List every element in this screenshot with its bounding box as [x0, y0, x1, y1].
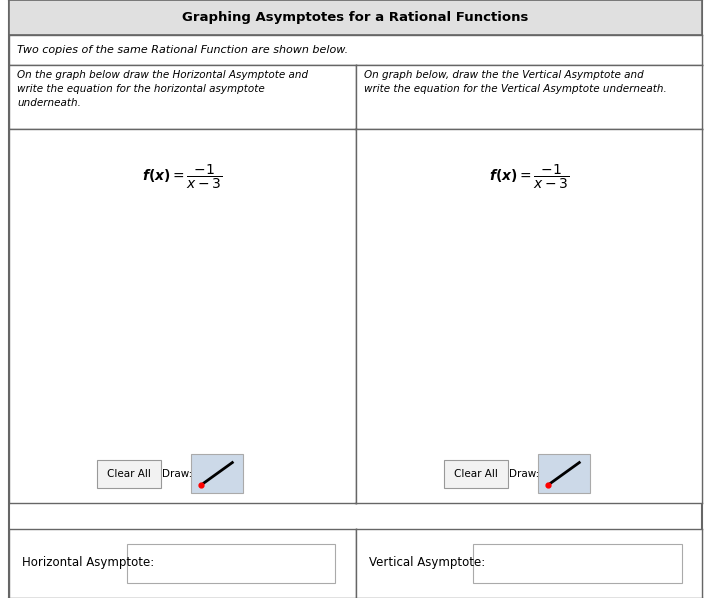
Text: Graphing Asymptotes for a Rational Functions: Graphing Asymptotes for a Rational Funct… — [182, 11, 529, 24]
FancyBboxPatch shape — [127, 544, 335, 583]
Text: Draw:: Draw: — [161, 469, 192, 479]
FancyBboxPatch shape — [191, 454, 242, 493]
FancyBboxPatch shape — [444, 460, 508, 488]
Text: Clear All: Clear All — [454, 469, 498, 479]
Text: Horizontal Asymptote:: Horizontal Asymptote: — [23, 556, 155, 569]
FancyBboxPatch shape — [474, 544, 682, 583]
Text: On the graph below draw the Horizontal Asymptote and
write the equation for the : On the graph below draw the Horizontal A… — [17, 70, 309, 108]
Text: Clear All: Clear All — [107, 469, 151, 479]
Text: Draw:: Draw: — [508, 469, 539, 479]
Text: $\boldsymbol{f(x)} = \dfrac{-1}{x-3}$: $\boldsymbol{f(x)} = \dfrac{-1}{x-3}$ — [141, 163, 223, 191]
Text: $\boldsymbol{f(x)} = \dfrac{-1}{x-3}$: $\boldsymbol{f(x)} = \dfrac{-1}{x-3}$ — [488, 163, 570, 191]
Text: Vertical Asymptote:: Vertical Asymptote: — [370, 556, 486, 569]
Text: On graph below, draw the the Vertical Asymptote and
write the equation for the V: On graph below, draw the the Vertical As… — [364, 70, 667, 94]
FancyBboxPatch shape — [538, 454, 589, 493]
Text: Two copies of the same Rational Function are shown below.: Two copies of the same Rational Function… — [17, 45, 348, 54]
FancyBboxPatch shape — [97, 460, 161, 488]
